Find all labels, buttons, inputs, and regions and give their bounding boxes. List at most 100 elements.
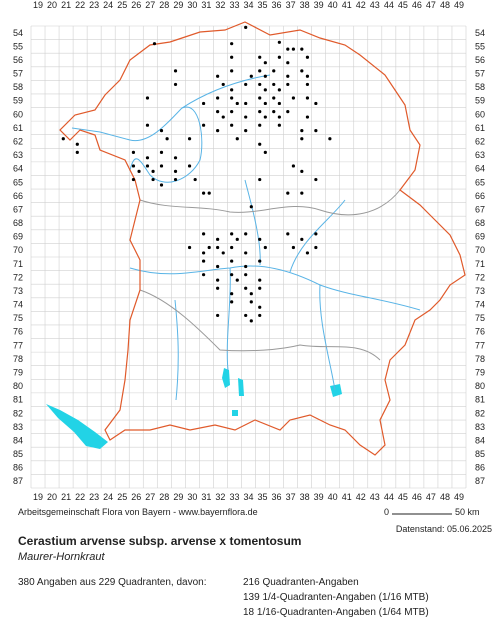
record-dot [244,25,248,29]
record-dot [263,115,267,119]
column-label: 29 [173,0,183,10]
record-dot [258,177,262,182]
column-label: 37 [286,492,296,502]
record-dot [216,264,220,269]
record-dot [305,115,310,119]
row-label: 78 [475,354,485,364]
row-label: 64 [475,164,485,174]
date: Datenstand: 05.06.2025 [396,524,492,534]
record-dot [258,286,262,290]
record-dot [173,177,178,182]
record-dot [216,237,220,241]
record-dot [263,88,267,92]
lake-chiemsee [330,384,342,397]
record-dot [201,123,206,127]
row-label: 83 [13,422,23,432]
record-dot [173,69,178,73]
record-dot [230,300,234,304]
column-label: 37 [286,0,296,10]
row-label: 66 [13,191,23,201]
stats-summary: 380 Angaben aus 229 Quadranten, davon: [18,577,207,588]
row-label: 54 [475,28,485,38]
record-dot [258,82,262,87]
record-dot [291,164,296,168]
grid [30,25,467,489]
river [289,199,346,273]
record-dot [277,123,281,127]
column-label: 26 [131,0,141,10]
record-dot [201,251,206,255]
row-label: 85 [13,449,23,459]
record-dot [201,273,206,277]
record-dot [291,245,296,250]
record-dot [272,82,276,87]
column-label: 27 [145,0,155,10]
row-label: 56 [475,55,485,65]
record-dot [244,129,248,133]
record-dot [235,137,239,141]
record-dot [300,137,304,141]
lake-ammersee [222,368,230,388]
record-dot [314,232,318,236]
record-dot [75,142,79,146]
row-label: 60 [475,109,485,119]
column-label: 31 [201,0,211,10]
bavaria-border [59,21,466,456]
record-dot [221,115,225,119]
column-label: 41 [342,0,352,10]
record-dot [263,61,267,65]
record-dot [159,164,164,168]
column-label: 40 [328,492,338,502]
record-dot [137,169,141,173]
row-label: 73 [475,286,485,296]
column-label: 49 [454,492,464,502]
row-label: 59 [13,96,23,106]
row-label: 63 [13,150,23,160]
column-label: 30 [187,492,197,502]
scale-end: 50 km [455,507,480,517]
row-label: 84 [475,435,485,445]
column-label: 22 [75,492,85,502]
river [319,284,336,391]
record-dot [244,286,248,290]
column-label: 43 [370,492,380,502]
record-dot [300,129,304,133]
column-label: 46 [412,0,422,10]
row-label: 77 [475,340,485,350]
row-label: 63 [475,150,485,160]
record-dot [249,292,253,296]
row-label: 76 [13,327,23,337]
record-dot [277,101,281,106]
row-label: 64 [13,164,23,174]
column-label: 27 [145,492,155,502]
row-label: 86 [475,463,485,473]
record-dot [314,245,318,250]
row-label: 87 [13,476,23,486]
column-label: 39 [314,0,324,10]
record-dot [235,278,239,282]
record-dot [277,115,281,119]
credit: Arbeitsgemeinschaft Flora von Bayern - w… [18,507,258,517]
river [226,267,231,371]
record-dot [173,82,178,87]
record-dot [221,82,225,87]
record-dot [145,123,150,127]
record-dot [314,129,318,133]
records [61,25,332,323]
column-label: 39 [314,492,324,502]
column-label: 32 [215,0,225,10]
record-dot [201,232,206,236]
record-dot [249,205,253,209]
river [71,106,203,183]
record-dot [258,237,262,241]
row-label: 65 [13,177,23,187]
column-label: 42 [356,492,366,502]
row-label: 68 [475,218,485,228]
record-dot [173,156,178,160]
record-dot [258,259,262,263]
record-dot [159,150,164,154]
record-dot [263,245,267,250]
row-label: 81 [475,395,485,405]
record-dot [272,96,276,100]
record-dot [286,74,290,78]
